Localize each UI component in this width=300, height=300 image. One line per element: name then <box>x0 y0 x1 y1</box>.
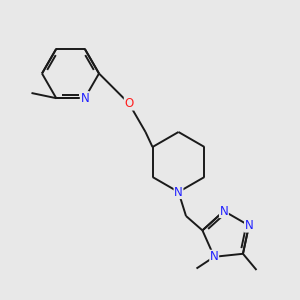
Text: N: N <box>210 250 219 263</box>
Text: N: N <box>80 92 89 105</box>
Text: N: N <box>220 205 228 218</box>
Text: O: O <box>124 97 134 110</box>
Text: N: N <box>244 219 253 232</box>
Text: N: N <box>174 185 183 199</box>
